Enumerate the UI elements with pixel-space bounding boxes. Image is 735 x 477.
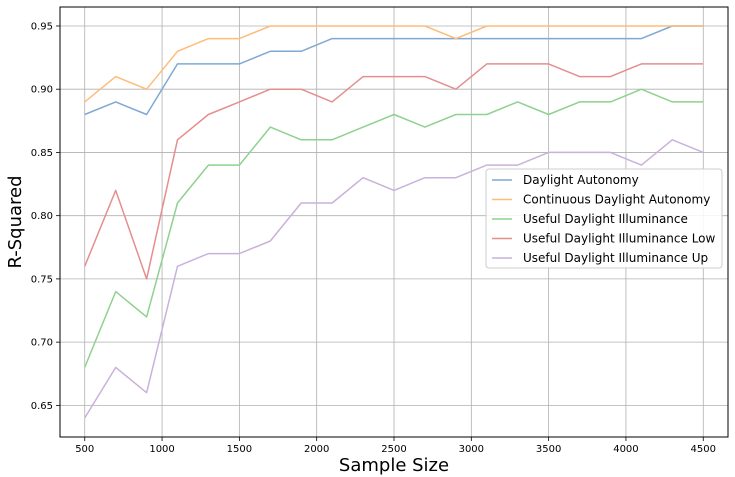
x-tick-label: 3000 [459,444,484,455]
series-line-4 [84,63,704,280]
x-axis-label: Sample Size [339,455,449,476]
series-line-2 [84,25,704,103]
y-tick-label: 0.80 [31,211,53,222]
x-tick-label: 4500 [691,444,716,455]
series-line-1 [84,25,704,116]
legend-box [485,168,723,269]
y-tick-label: 0.90 [31,85,53,96]
legend-entry: Continuous Daylight Autonomy [523,193,710,207]
x-tick-label: 4000 [613,444,638,455]
axis-ticks: 500 1000 1500 2000 2500 3000 3500 4000 4500 0.65 0… [31,21,716,455]
x-tick-label: 1500 [227,444,252,455]
x-tick-label: 3500 [536,444,561,455]
legend-entry: Daylight Autonomy [523,173,639,187]
x-tick-label: 1000 [149,444,174,455]
x-tick-label: 2000 [304,444,329,455]
legend-entry: Useful Daylight Illuminance [523,212,688,226]
y-tick-label: 0.70 [31,338,53,349]
x-tick-label: 2500 [381,444,406,455]
legend: Daylight Autonomy Continuous Daylight Aut… [485,168,723,269]
y-tick-label: 0.75 [31,274,53,285]
y-tick-label: 0.85 [31,148,53,159]
series-line-3 [84,88,704,368]
x-tick-label: 500 [75,444,94,455]
legend-entry: Useful Daylight Illuminance Low [523,232,716,246]
series-line-5 [84,139,704,419]
legend-entry: Useful Daylight Illuminance Up [523,251,708,265]
y-tick-label: 0.95 [31,21,53,32]
y-axis-label: R-Squared [5,175,26,268]
series-lines [84,25,704,419]
y-tick-label: 0.65 [31,401,53,412]
